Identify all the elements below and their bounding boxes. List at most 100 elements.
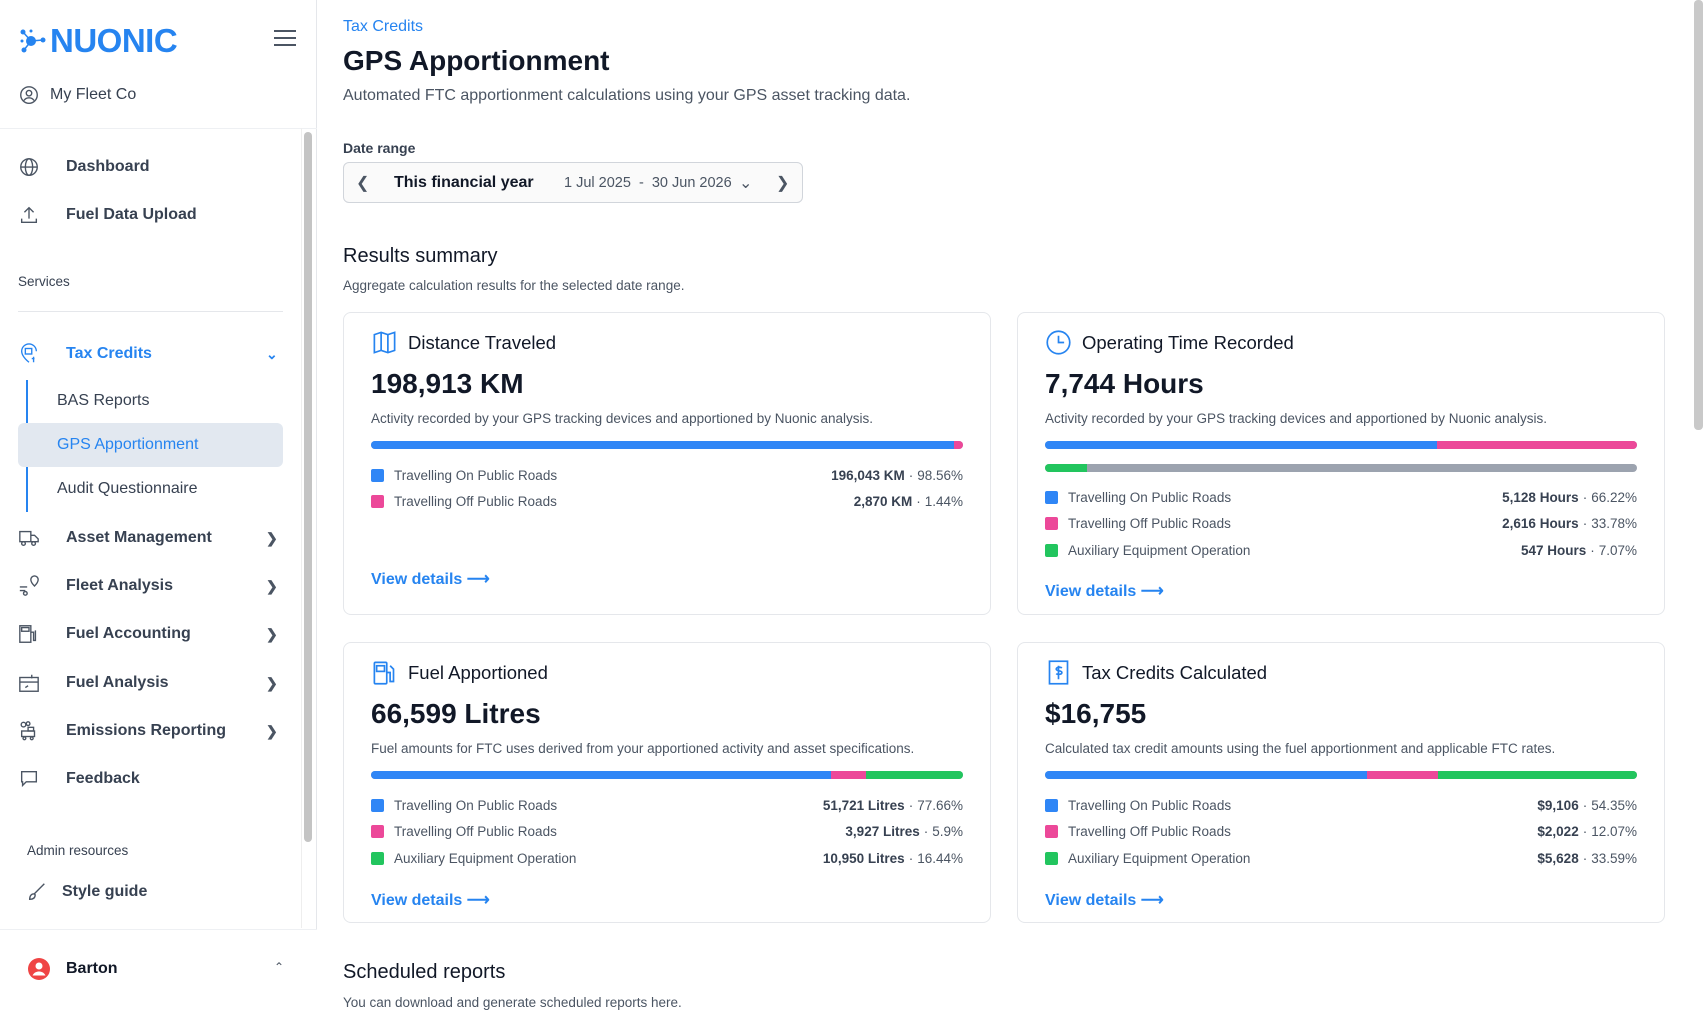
legend-percent: 54.35%: [1591, 797, 1637, 813]
legend-swatch: [371, 851, 384, 865]
page-description: Automated FTC apportionment calculations…: [343, 87, 911, 104]
legend-amount: 547 Hours: [1520, 542, 1587, 558]
legend-label: Auxiliary Equipment Operation: [1068, 542, 1251, 558]
date-range-picker[interactable]: ❮ This financial year 1 Jul 2025 - 30 Ju…: [343, 162, 803, 203]
bar-segment: [1045, 771, 1367, 779]
legend-percent: 77.66%: [917, 797, 963, 813]
date-period: This financial year: [394, 173, 534, 191]
card-title: Fuel Apportioned: [408, 661, 548, 683]
chevron-right-icon: ❯: [266, 722, 278, 739]
arrow-right-icon: ⟶: [466, 571, 490, 588]
view-details-link[interactable]: View details ⟶: [1045, 890, 1164, 910]
nav-fuel-accounting[interactable]: Fuel Accounting ❯: [0, 614, 300, 654]
legend-percent: 5.9%: [932, 824, 963, 839]
fleet-location-icon: [19, 575, 39, 596]
bar-segment: [1366, 771, 1439, 779]
legend-swatch: [1045, 517, 1058, 530]
legend-amount: $9,106: [1537, 797, 1579, 813]
legend-amount: 51,721 Litres: [822, 797, 905, 813]
org-name: My Fleet Co: [50, 86, 137, 103]
divider: [18, 311, 283, 312]
nav-asset-management[interactable]: Asset Management ❯: [0, 518, 300, 558]
nav-fleet-analysis[interactable]: Fleet Analysis ❯: [0, 566, 300, 606]
nav-emissions-reporting[interactable]: Emissions Reporting ❯: [0, 711, 300, 751]
bar-segment: [830, 771, 866, 779]
link-label: View details: [1045, 583, 1137, 600]
user-name: Barton: [66, 960, 118, 977]
nav-fuel-analysis[interactable]: Fuel Analysis ❯: [0, 663, 300, 703]
legend-swatch: [371, 798, 384, 812]
sidebar-scrollbar[interactable]: [304, 132, 312, 842]
distribution-bar: [1045, 771, 1637, 779]
nav-label: Tax Credits: [66, 345, 152, 362]
user-menu[interactable]: Barton ⌃: [0, 929, 317, 1009]
sidebar-scroll-track: [301, 128, 302, 928]
legend-swatch: [1045, 825, 1058, 838]
chevron-right-icon: ❯: [266, 674, 278, 691]
card-value: $16,755: [1045, 698, 1147, 729]
results-summary-title: Results summary: [343, 245, 498, 267]
map-icon: [373, 331, 396, 354]
chevron-right-icon: ❯: [266, 529, 278, 546]
scheduled-reports-title: Scheduled reports: [343, 961, 506, 983]
legend-percent: 98.56%: [917, 467, 963, 483]
chat-bubble-icon: [20, 770, 38, 788]
legend-item: Auxiliary Equipment Operation 547 Hours · 7…: [1045, 540, 1637, 560]
nav-label: Feedback: [66, 770, 140, 787]
nav-fuel-data-upload[interactable]: Fuel Data Upload: [0, 195, 300, 235]
view-details-link[interactable]: View details ⟶: [371, 569, 490, 589]
nav-bas-reports[interactable]: BAS Reports: [57, 392, 150, 409]
card-description: Calculated tax credit amounts using the …: [1045, 741, 1556, 756]
view-details-link[interactable]: View details ⟶: [1045, 581, 1164, 601]
admin-section-label: Admin resources: [27, 843, 129, 858]
date-range-value: 1 Jul 2025 - 30 Jun 2026: [564, 174, 732, 191]
legend-item: Auxiliary Equipment Operation 10,950 Litr…: [371, 848, 963, 868]
nav-tax-credits[interactable]: Tax Credits ⌄: [0, 334, 300, 374]
nav-label: Fuel Data Upload: [66, 206, 197, 223]
nav-audit-questionnaire[interactable]: Audit Questionnaire: [57, 480, 198, 497]
nav-label: Fleet Analysis: [66, 577, 174, 594]
legend-amount: 10,950 Litres: [822, 850, 905, 866]
chevron-down-icon[interactable]: ⌄: [739, 174, 753, 192]
breadcrumb[interactable]: Tax Credits: [343, 18, 424, 35]
legend-label: Travelling On Public Roads: [394, 797, 558, 813]
legend-swatch: [1045, 851, 1058, 865]
user-switch-icon: [20, 86, 38, 104]
legend-item: Travelling On Public Roads 5,128 Hours · 66…: [1045, 487, 1637, 507]
legend-item: Auxiliary Equipment Operation $5,628 · 33.5…: [1045, 848, 1637, 868]
nuonic-logo[interactable]: NUONIC: [20, 22, 178, 60]
date-range-label: Date range: [343, 140, 416, 156]
fuel-pump-icon: [19, 625, 37, 643]
page-scrollbar[interactable]: [1694, 0, 1703, 430]
summary-card: Distance Traveled 198,913 KM Activity reco…: [343, 312, 991, 615]
chevron-down-icon: ⌄: [266, 345, 278, 362]
org-switcher[interactable]: My Fleet Co: [18, 84, 136, 106]
nav-label: Dashboard: [66, 158, 150, 175]
nav-dashboard[interactable]: Dashboard: [0, 147, 300, 187]
nav-gps-apportionment[interactable]: GPS Apportionment: [18, 423, 283, 467]
nav-label: Fuel Analysis: [66, 674, 169, 691]
nav-feedback[interactable]: Feedback: [0, 759, 300, 799]
legend-swatch: [1045, 490, 1058, 504]
legend-item: Travelling On Public Roads $9,106 · 54.35%: [1045, 795, 1637, 815]
bar-segment: [371, 441, 955, 449]
menu-toggle-icon[interactable]: [274, 30, 296, 48]
nav-style-guide[interactable]: Style guide: [0, 872, 300, 912]
nav-label: Style guide: [62, 883, 148, 900]
upload-icon: [20, 206, 38, 224]
legend-percent: 12.07%: [1591, 824, 1637, 839]
tax-credits-icon: [20, 343, 38, 363]
legend-item: Travelling Off Public Roads 2,870 KM · 1.44…: [371, 492, 963, 512]
legend-amount: $2,022: [1537, 824, 1579, 839]
view-details-link[interactable]: View details ⟶: [371, 890, 490, 910]
distribution-bar: [371, 441, 963, 449]
services-section-label: Services: [18, 274, 70, 289]
card-title: Operating Time Recorded: [1082, 331, 1294, 353]
chevron-left-icon[interactable]: ❮: [356, 174, 370, 192]
nav-label: Emissions Reporting: [66, 722, 227, 739]
legend-item: Travelling Off Public Roads $2,022 · 12.07%: [1045, 822, 1637, 842]
chevron-right-icon[interactable]: ❯: [776, 174, 790, 192]
card-title: Tax Credits Calculated: [1082, 661, 1268, 683]
fuel-gauge-icon: [19, 674, 39, 692]
link-label: View details: [1045, 892, 1137, 909]
